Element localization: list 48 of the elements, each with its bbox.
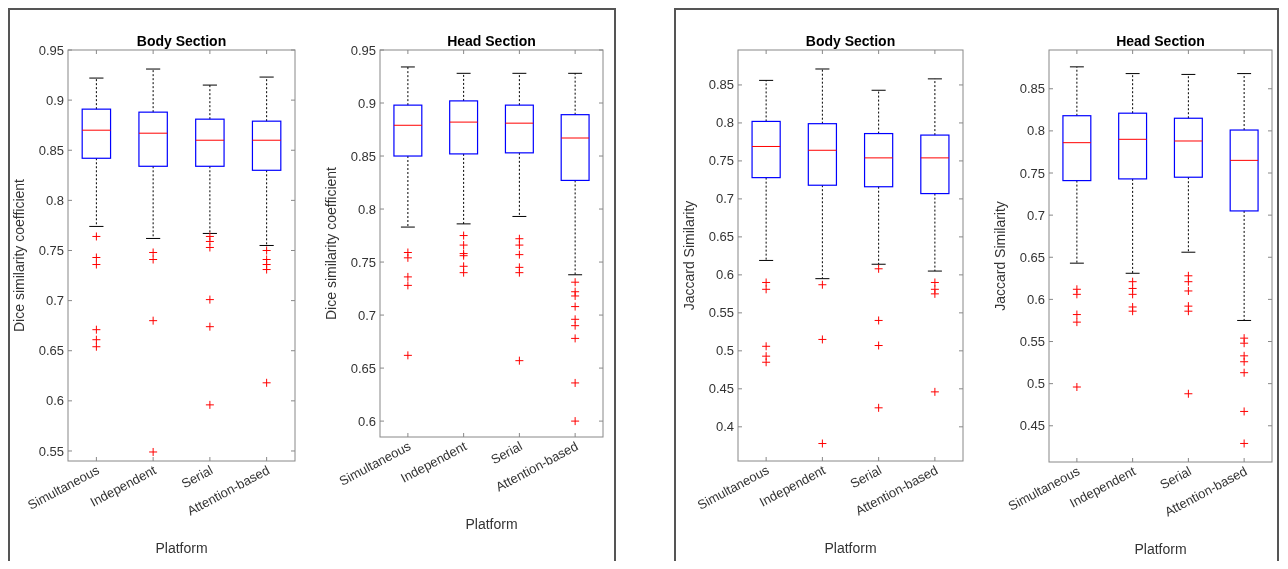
x-axis-title: Platform [824, 540, 877, 556]
y-tick-label: 0.65 [708, 229, 734, 245]
y-tick-label: 0.85 [38, 142, 64, 158]
y-tick-label: 0.85 [350, 148, 376, 164]
y-tick-label: 0.4 [715, 419, 734, 435]
y-tick-label: 0.8 [357, 201, 376, 217]
y-tick-label: 0.8 [45, 192, 64, 208]
y-tick-label: 0.6 [1026, 291, 1045, 307]
y-axis-title: Dice similarity coefficient [323, 166, 339, 321]
y-tick-label: 0.7 [715, 191, 734, 207]
chart-title: Head Section [447, 33, 536, 49]
y-tick-label: 0.55 [708, 305, 734, 321]
chart-title: Head Section [1116, 33, 1205, 49]
y-tick-label: 0.9 [45, 92, 64, 108]
y-tick-label: 0.7 [357, 307, 376, 323]
y-tick-label: 0.65 [1019, 249, 1045, 265]
y-tick-label: 0.5 [1026, 376, 1045, 392]
y-tick-label: 0.6 [357, 413, 376, 429]
y-tick-label: 0.85 [1019, 81, 1045, 97]
y-tick-label: 0.6 [715, 267, 734, 283]
y-axis-title: Jaccard Similarity [992, 201, 1008, 311]
y-tick-label: 0.7 [1026, 207, 1045, 223]
y-tick-label: 0.55 [1019, 334, 1045, 350]
chart-title: Body Section [805, 33, 896, 49]
y-tick-label: 0.9 [357, 95, 376, 111]
y-tick-label: 0.75 [708, 153, 734, 169]
y-tick-label: 0.7 [45, 293, 64, 309]
y-tick-label: 0.6 [45, 393, 64, 409]
y-tick-label: 0.95 [38, 42, 64, 58]
y-tick-label: 0.55 [38, 443, 64, 459]
y-tick-label: 0.95 [350, 42, 376, 58]
y-tick-label: 0.65 [350, 360, 376, 376]
chart-title: Body Section [136, 33, 227, 49]
y-tick-label: 0.75 [350, 254, 376, 270]
y-axis-title: Jaccard Similarity [681, 200, 697, 311]
x-axis-title: Platform [465, 516, 518, 532]
y-tick-label: 0.85 [708, 77, 734, 93]
y-tick-label: 0.75 [1019, 165, 1045, 181]
y-tick-label: 0.75 [38, 243, 64, 259]
y-tick-label: 0.45 [1019, 418, 1045, 434]
y-tick-label: 0.65 [38, 343, 64, 359]
y-tick-label: 0.8 [1026, 123, 1045, 139]
y-tick-label: 0.8 [715, 115, 734, 131]
y-tick-label: 0.5 [715, 343, 734, 359]
x-axis-title: Platform [155, 540, 208, 556]
y-tick-label: 0.45 [708, 381, 734, 397]
y-axis-title: Dice similarity coefficient [11, 178, 27, 333]
x-axis-title: Platform [1134, 541, 1187, 557]
